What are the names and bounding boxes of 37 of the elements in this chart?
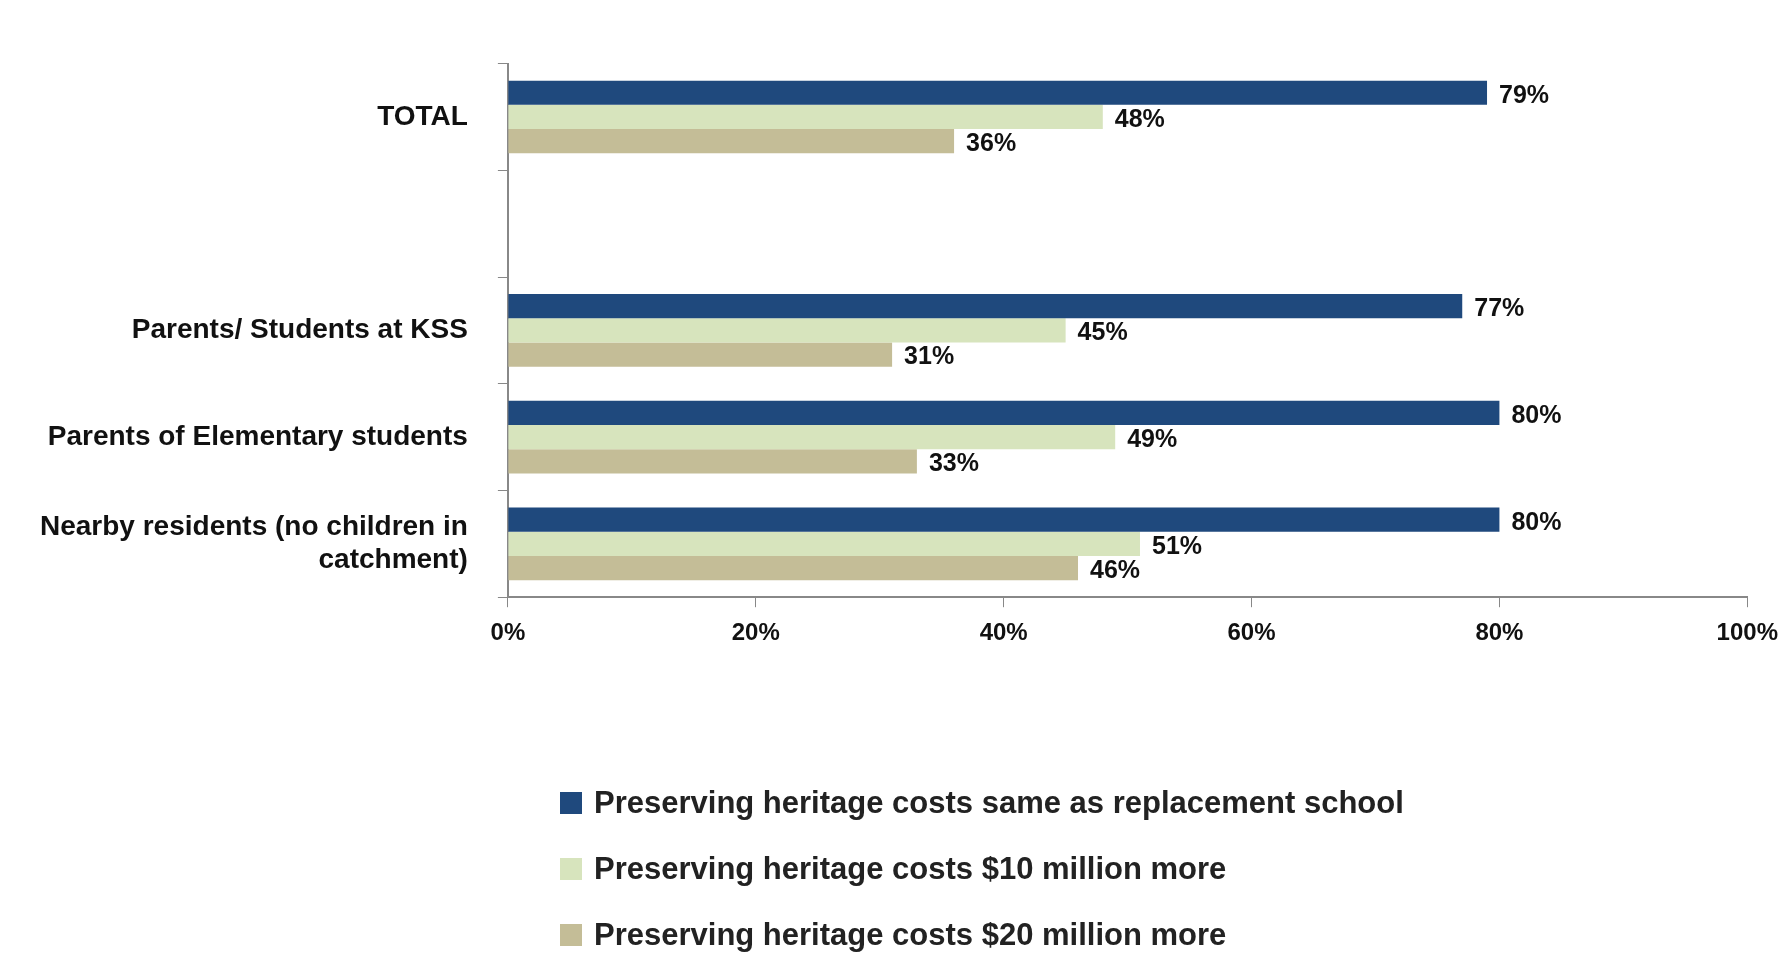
bar [508, 555, 1079, 581]
y-tick-label: Parents/ Students at KSS [131, 313, 468, 345]
bar [508, 507, 1500, 532]
data-label: 77% [1474, 293, 1525, 322]
bar [508, 104, 1103, 130]
y-tick-label: Nearby residents (no children in catchment) [40, 509, 468, 575]
bar [508, 294, 1463, 319]
data-label: 49% [1127, 424, 1178, 453]
x-tick-label: 0% [490, 618, 526, 646]
legend-label: Preserving heritage costs $20 million more [594, 917, 1227, 953]
x-tick-label: 80% [1475, 618, 1524, 646]
data-label: 33% [928, 448, 979, 477]
data-label: 45% [1077, 317, 1128, 346]
y-tick-label: TOTAL [377, 99, 468, 131]
data-label: 79% [1499, 79, 1550, 108]
legend-label: Preserving heritage costs $10 million more [594, 851, 1227, 887]
bar [508, 400, 1500, 426]
data-label: 80% [1511, 506, 1562, 535]
data-label: 31% [904, 341, 955, 370]
bar [508, 425, 1116, 450]
data-label: 36% [966, 128, 1017, 157]
data-label: 48% [1114, 103, 1165, 132]
data-label: 51% [1151, 530, 1203, 559]
x-tick-label: 60% [1227, 618, 1276, 646]
bar [508, 129, 955, 154]
bar [508, 318, 1066, 343]
data-label: 80% [1511, 399, 1562, 428]
bar [508, 531, 1140, 556]
x-tick-label: 20% [731, 618, 780, 646]
data-label: 46% [1090, 554, 1141, 583]
x-tick-label: 100% [1716, 618, 1778, 646]
bar [508, 449, 917, 474]
x-tick-label: 40% [979, 618, 1028, 646]
bar [508, 80, 1488, 105]
bar [508, 342, 893, 367]
y-tick-label: Parents of Elementary students [47, 419, 468, 451]
legend-label: Preserving heritage costs same as replacement school [594, 785, 1404, 821]
